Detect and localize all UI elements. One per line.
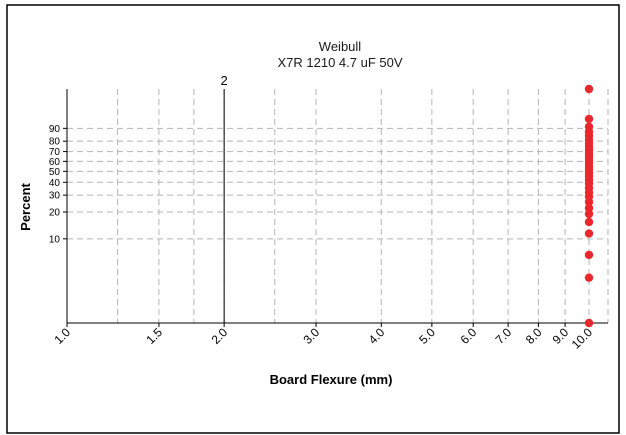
y-grid-lines (67, 127, 608, 240)
chart-frame (6, 4, 620, 434)
data-point (584, 250, 594, 260)
chart-title: Weibull (319, 39, 362, 54)
y-tick-label: 20 (49, 207, 61, 218)
y-tick-label: 60 (49, 157, 61, 168)
y-axis-label: Percent (18, 182, 33, 230)
y-tick-label: 10 (49, 234, 61, 245)
data-point (584, 209, 594, 219)
y-tick-label: 70 (49, 147, 61, 158)
data-point (584, 122, 594, 131)
reference-line-label: 2 (221, 73, 228, 88)
x-grid-lines (117, 89, 609, 323)
data-point (584, 318, 594, 328)
y-tick-label: 80 (49, 137, 61, 148)
y-tick-label: 40 (49, 178, 61, 189)
y-tick-label: 30 (49, 191, 61, 202)
data-points (584, 84, 594, 328)
data-point (584, 84, 594, 94)
data-point (584, 273, 594, 282)
data-point (584, 114, 594, 124)
data-point (584, 229, 594, 238)
x-axis-label: Board Flexure (mm) (270, 372, 393, 387)
chart-subtitle: X7R 1210 4.7 uF 50V (277, 55, 402, 70)
y-tick-label: 50 (49, 167, 61, 178)
data-point (584, 217, 594, 227)
data-point (584, 203, 594, 213)
y-tick-label: 90 (49, 124, 61, 135)
